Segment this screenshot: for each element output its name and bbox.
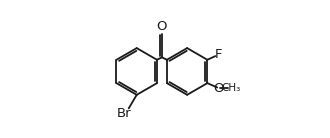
Text: O: O bbox=[213, 82, 224, 95]
Text: F: F bbox=[215, 48, 222, 61]
Text: Br: Br bbox=[117, 107, 132, 120]
Text: O: O bbox=[157, 20, 167, 33]
Text: CH₃: CH₃ bbox=[222, 83, 241, 93]
